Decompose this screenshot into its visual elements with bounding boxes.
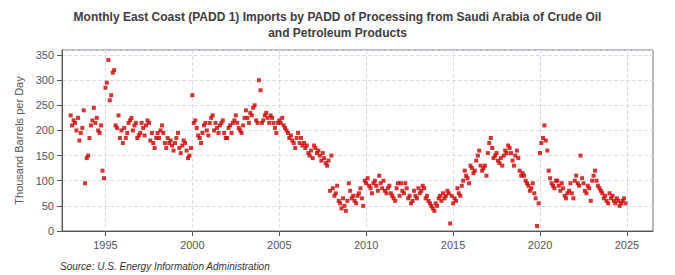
svg-text:2005: 2005	[267, 239, 291, 251]
svg-text:2010: 2010	[354, 239, 378, 251]
svg-text:2025: 2025	[615, 239, 639, 251]
svg-text:150: 150	[36, 150, 54, 162]
svg-text:300: 300	[36, 74, 54, 86]
svg-text:1995: 1995	[93, 239, 117, 251]
svg-text:350: 350	[36, 49, 54, 61]
svg-text:250: 250	[36, 99, 54, 111]
svg-text:Monthly East Coast (PADD 1) Im: Monthly East Coast (PADD 1) Imports by P…	[74, 10, 602, 24]
svg-text:2000: 2000	[180, 239, 204, 251]
svg-text:Source: U.S. Energy Informatio: Source: U.S. Energy Information Administ…	[60, 261, 270, 272]
svg-text:50: 50	[42, 200, 54, 212]
svg-text:0: 0	[48, 225, 54, 237]
svg-text:2020: 2020	[528, 239, 552, 251]
svg-text:and Petroleum Products: and Petroleum Products	[268, 26, 407, 40]
svg-text:100: 100	[36, 175, 54, 187]
svg-text:2015: 2015	[441, 239, 465, 251]
svg-text:200: 200	[36, 124, 54, 136]
svg-text:Thousand Barrels per Day: Thousand Barrels per Day	[13, 76, 25, 205]
